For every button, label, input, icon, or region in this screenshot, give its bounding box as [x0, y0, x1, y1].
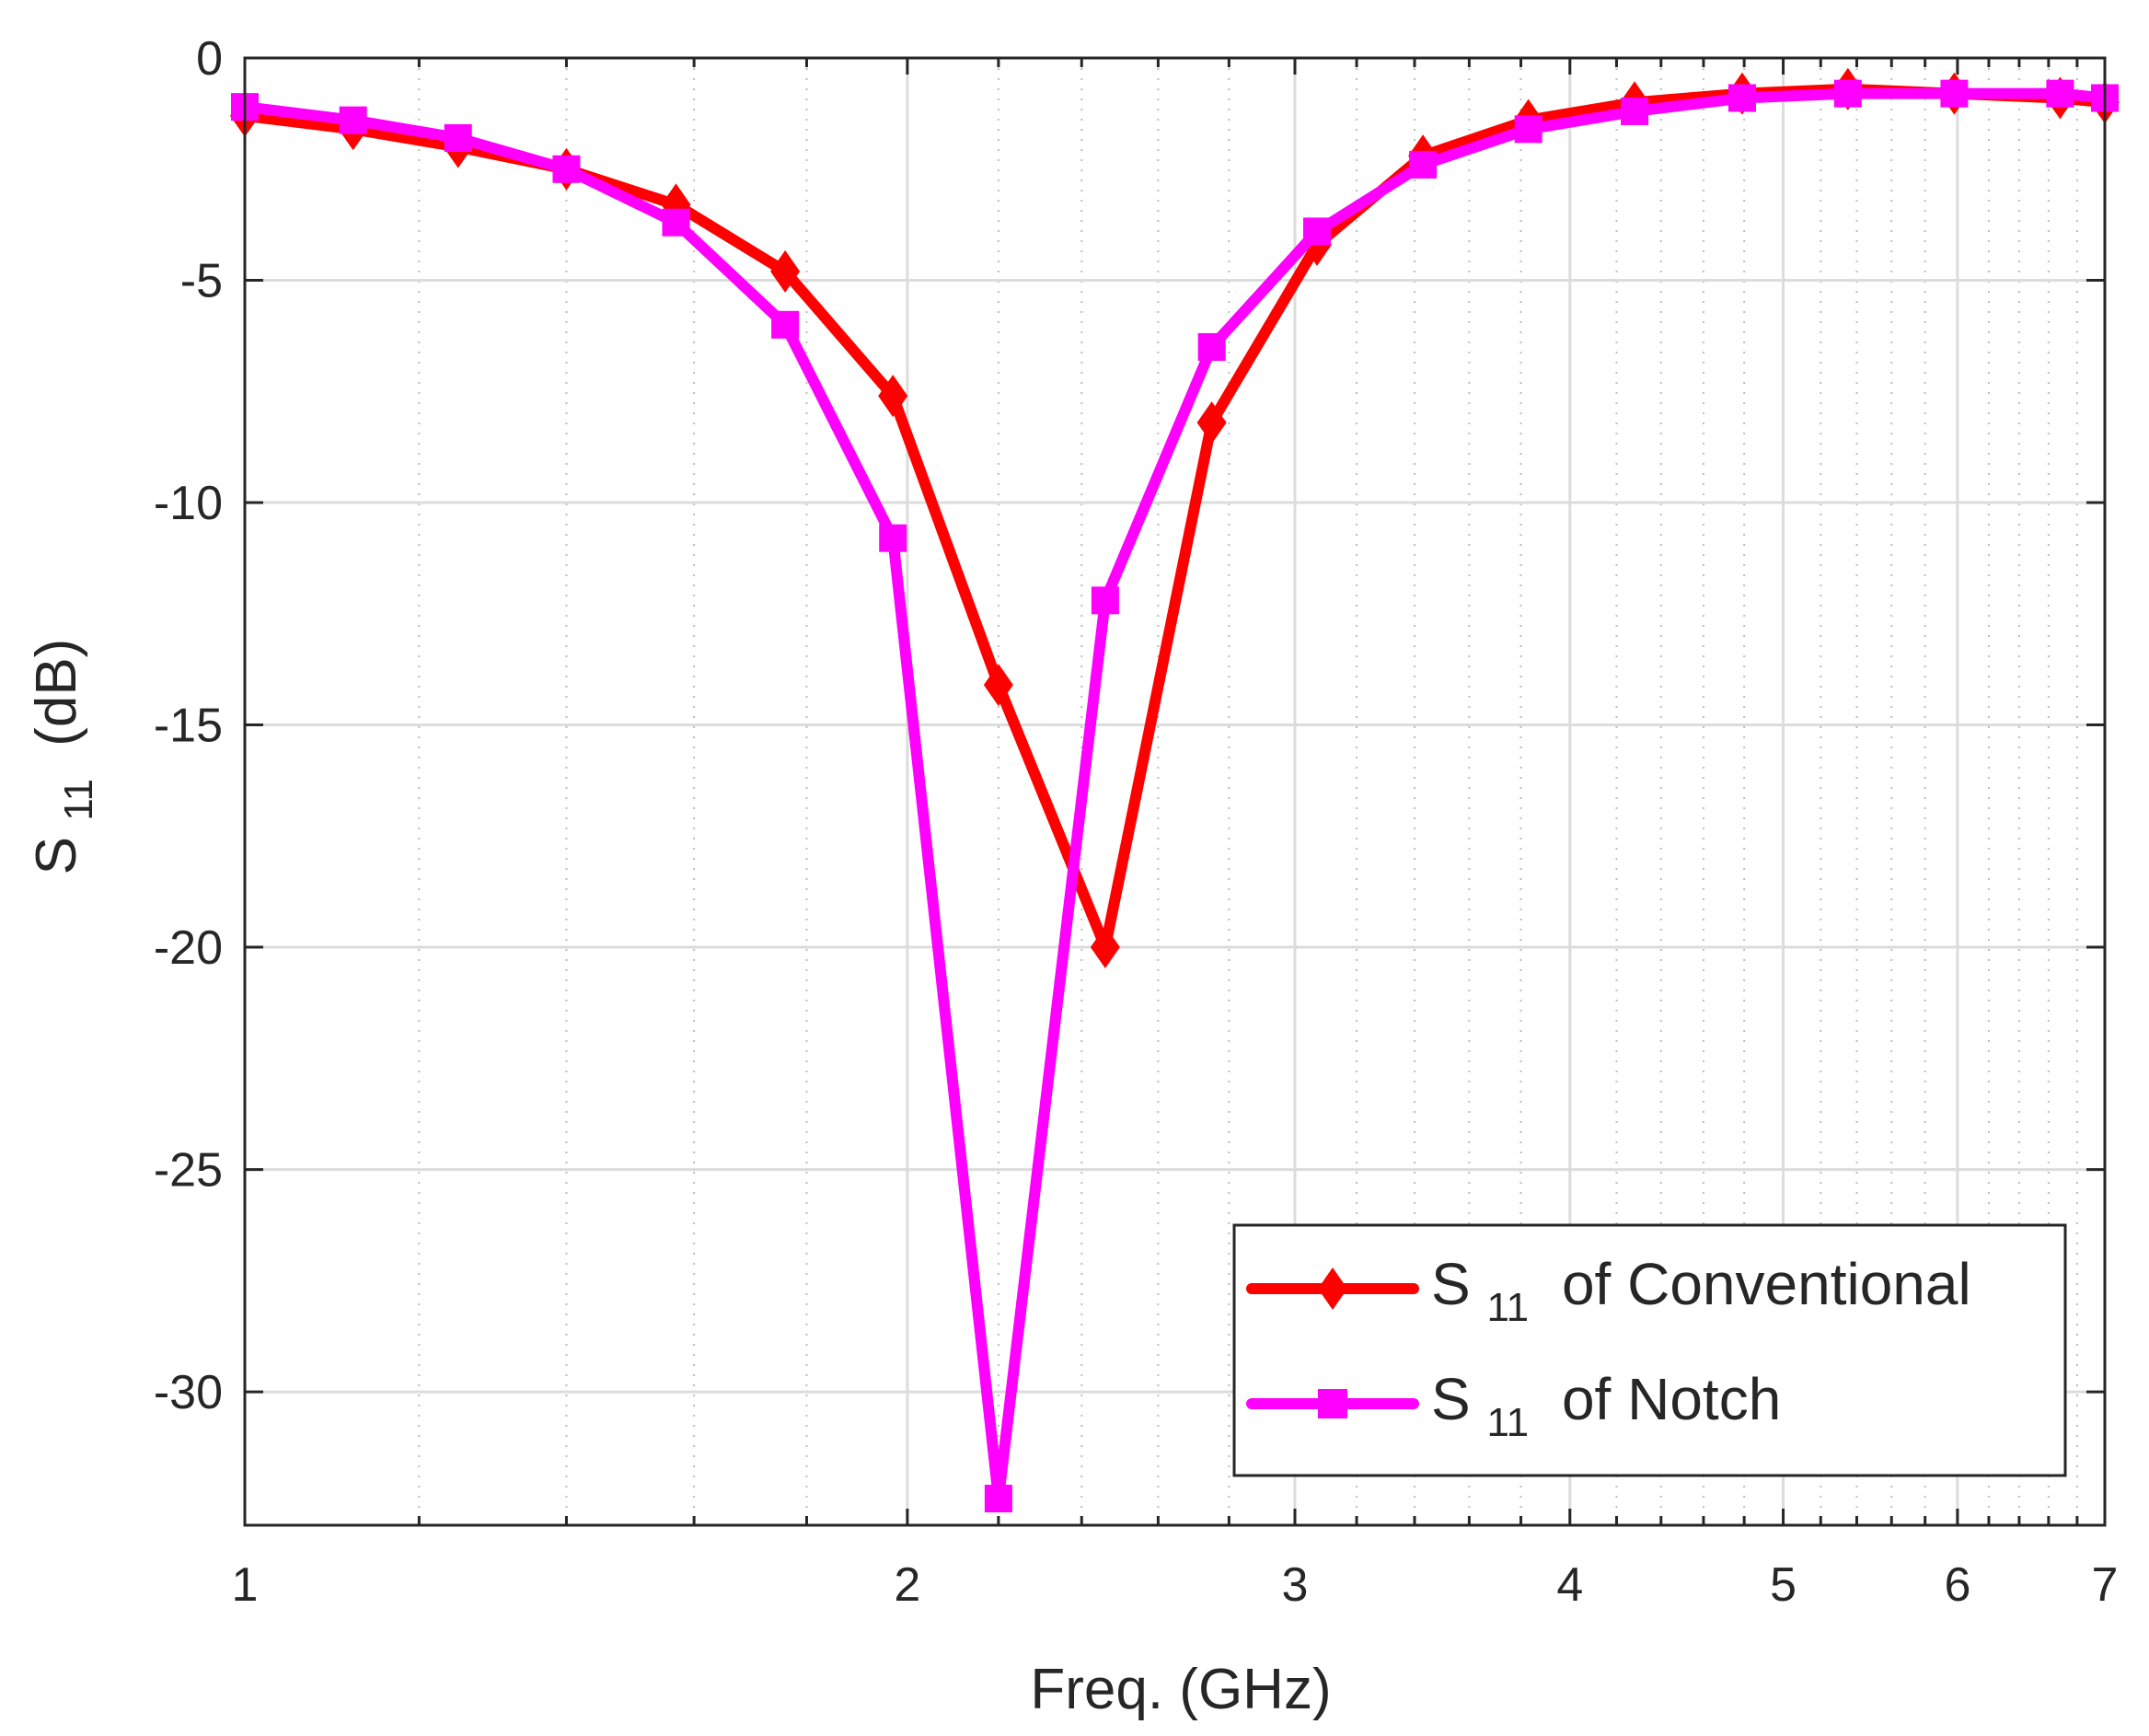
- legend-label-notch-main: S: [1431, 1366, 1471, 1432]
- legend-label-conventional: S 11 of Conventional: [1431, 1251, 1971, 1334]
- x-tick-label: 1: [232, 1558, 259, 1612]
- x-axis-label: Freq. (GHz): [1030, 1658, 1331, 1721]
- data-point-square: [1302, 217, 1331, 246]
- data-point-square: [1833, 79, 1862, 108]
- legend-label-conventional-suffix: of Conventional: [1562, 1251, 1971, 1317]
- data-point-square: [1621, 97, 1649, 125]
- data-point-diamond: [983, 664, 1013, 707]
- y-tick-label: -30: [154, 1366, 223, 1419]
- legend-marker-diamond: [1318, 1267, 1347, 1310]
- legend-box: [1232, 1223, 2067, 1477]
- legend-label-conventional-sub: 11: [1486, 1285, 1529, 1330]
- x-tick-label: 3: [1282, 1558, 1309, 1612]
- x-tick-label: 7: [2092, 1558, 2119, 1612]
- tick-labels: 1 2 3 4 5 6 7 0 -5 -10 -15 -20 -25 -30: [154, 32, 2119, 1612]
- legend-label-notch-sub: 11: [1486, 1400, 1529, 1445]
- data-point-square: [662, 208, 690, 237]
- legend-label-conventional-main: S: [1431, 1251, 1471, 1317]
- x-tick-label: 4: [1556, 1558, 1583, 1612]
- data-point-square: [1727, 84, 1756, 112]
- data-point-square: [339, 106, 367, 134]
- x-tick-label: 2: [894, 1558, 920, 1612]
- legend-label-notch-suffix: of Notch: [1562, 1366, 1781, 1432]
- data-point-square: [771, 310, 800, 339]
- y-tick-label: -25: [154, 1144, 223, 1198]
- y-tick-label: 0: [196, 32, 223, 86]
- y-tick-label: -5: [180, 255, 223, 308]
- data-point-square: [552, 155, 581, 183]
- y-axis-label: S 11 (dB): [25, 639, 105, 875]
- y-tick-label: -10: [154, 477, 223, 530]
- plot-frame: [243, 56, 2107, 1527]
- data-point-square: [879, 524, 907, 552]
- legend-label-notch: S 11 of Notch: [1431, 1366, 1781, 1449]
- x-tick-label: 6: [1944, 1558, 1970, 1612]
- y-axis-label-main: S: [25, 837, 88, 874]
- data-point-diamond: [1196, 401, 1227, 445]
- data-point-square: [1091, 586, 1119, 615]
- data-point-square: [1514, 115, 1542, 144]
- data-point-diamond: [1090, 926, 1120, 969]
- data-point-square: [444, 123, 472, 152]
- legend-item-conventional: S 11 of Conventional: [1246, 1251, 1971, 1334]
- data-point-diamond: [878, 375, 908, 418]
- y-axis-label-sub: 11: [56, 779, 101, 821]
- data-point-square: [1940, 79, 1969, 108]
- data-point-square: [1409, 150, 1438, 179]
- data-point-square: [984, 1485, 1012, 1513]
- y-tick-label: -20: [154, 921, 223, 975]
- data-point-diamond: [770, 249, 801, 293]
- legend-item-notch: S 11 of Notch: [1246, 1366, 1781, 1449]
- legend: S 11 of Conventional S 11 of Notch: [1232, 1223, 2067, 1477]
- svg-text:S 11 (dB): S 11 (dB): [25, 639, 105, 875]
- x-tick-label: 5: [1770, 1558, 1797, 1612]
- axes: [243, 56, 2107, 1527]
- series-layer: [230, 67, 2120, 1513]
- y-axis-label-suffix: (dB): [25, 639, 88, 746]
- data-point-square: [2046, 79, 2074, 108]
- data-point-square: [1197, 332, 1226, 361]
- legend-marker-square: [1318, 1389, 1347, 1418]
- y-tick-label: -15: [154, 700, 223, 753]
